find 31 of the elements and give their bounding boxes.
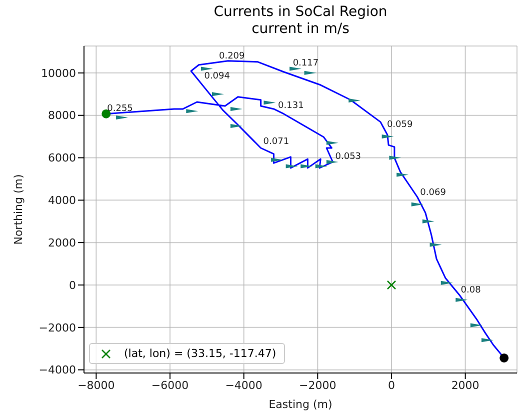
y-axis-title: Northing (m) bbox=[12, 174, 25, 245]
x-tick-label: −6000 bbox=[151, 378, 189, 392]
annotation: 0.209 bbox=[218, 51, 246, 62]
x-tick-label: 0 bbox=[388, 378, 395, 392]
annotation: 0.059 bbox=[386, 120, 413, 130]
x-tick-label: −2000 bbox=[299, 378, 336, 392]
x-tick-label: −8000 bbox=[78, 378, 115, 392]
point bbox=[500, 353, 509, 362]
annotation: 0.094 bbox=[204, 71, 230, 82]
y-tick-label: 8000 bbox=[48, 109, 76, 122]
x-axis-title: Easting (m) bbox=[268, 398, 332, 411]
y-tick-label: 0 bbox=[69, 278, 76, 292]
annotation: 0.117 bbox=[292, 58, 319, 69]
y-tick-label: −2000 bbox=[38, 321, 76, 334]
legend-label: (lat, lon) = (33.15, -117.47) bbox=[124, 347, 276, 360]
chart-subtitle: current in m/s bbox=[252, 21, 350, 37]
annotation: 0.053 bbox=[335, 152, 362, 162]
point bbox=[386, 280, 396, 290]
y-tick-label: −4000 bbox=[38, 364, 76, 377]
chart-title: Currents in SoCal Region bbox=[214, 4, 388, 20]
y-tick-label: 4000 bbox=[48, 194, 76, 208]
y-tick-label: 2000 bbox=[48, 236, 76, 250]
x-tick-label: 2000 bbox=[451, 378, 480, 392]
annotation: 0.131 bbox=[278, 101, 304, 112]
annotation: 0.255 bbox=[107, 104, 133, 114]
x-tick-label: −4000 bbox=[225, 378, 262, 392]
annotation: 0.08 bbox=[460, 286, 482, 296]
annotation: 0.071 bbox=[263, 137, 290, 148]
y-tick-label: 10000 bbox=[41, 66, 76, 80]
annotation: 0.069 bbox=[420, 188, 446, 198]
y-tick-label: 6000 bbox=[48, 152, 76, 165]
